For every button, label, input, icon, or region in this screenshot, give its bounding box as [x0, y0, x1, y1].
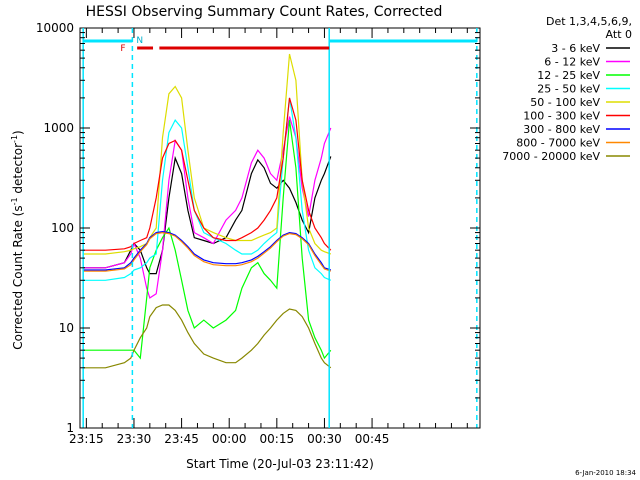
footer-date: 6-Jan-2010 18:34 [575, 469, 636, 477]
series-line-6 [83, 230, 331, 271]
series-line-7 [83, 231, 332, 272]
x-tick-label-5: 00:30 [307, 432, 342, 446]
legend-label-4: 50 - 100 keV [530, 96, 600, 109]
plot-frame [79, 27, 481, 429]
series-line-5 [83, 97, 332, 251]
legend-header-line2: Att 0 [606, 28, 632, 41]
series-line-3 [83, 97, 332, 281]
x-tick-label-0: 23:15 [69, 432, 104, 446]
x-tick-label-4: 00:15 [260, 432, 295, 446]
legend-label-7: 800 - 7000 keV [516, 137, 600, 150]
flare-marker-label: F [120, 44, 125, 54]
legend-label-8: 7000 - 20000 keV [502, 150, 600, 163]
x-tick-label-6: 00:45 [355, 432, 390, 446]
series-line-4 [83, 53, 332, 255]
y-axis-label-mid: detector [11, 143, 25, 198]
series-line-2 [83, 120, 332, 360]
y-tick-label-2: 100 [51, 221, 74, 235]
x-tick-label-2: 23:45 [164, 432, 199, 446]
y-axis-label-sup2: -1 [10, 135, 19, 143]
legend-label-6: 300 - 800 keV [523, 123, 600, 136]
y-axis-label: Corrected Count Rate (s-1 detector-1) [10, 130, 25, 349]
legend-label-3: 25 - 50 keV [537, 83, 600, 96]
y-tick-label-3: 1000 [43, 121, 74, 135]
y-tick-label-1: 10 [59, 321, 74, 335]
x-axis-ticks: 23:15 23:30 23:45 00:00 00:15 00:30 00:45 [69, 28, 468, 446]
y-tick-label-4: 10000 [36, 21, 74, 35]
legend-label-5: 100 - 300 keV [523, 110, 600, 123]
y-axis-label-end: ) [11, 130, 25, 135]
x-tick-label-3: 00:00 [212, 432, 247, 446]
legend-label-2: 12 - 25 keV [537, 69, 600, 82]
series-line-8 [83, 304, 332, 369]
svg-text:Corrected Count Rate (s-1 dete: Corrected Count Rate (s-1 detector-1) [10, 130, 25, 349]
series-line-1 [83, 116, 332, 299]
plot-area: FN [79, 27, 481, 429]
legend-label-1: 6 - 12 keV [544, 56, 600, 69]
x-tick-label-1: 23:30 [117, 432, 152, 446]
chart-title: HESSI Observing Summary Count Rates, Cor… [86, 4, 443, 20]
y-axis-ticks: 1 10 100 1000 10000 [36, 21, 480, 435]
series-line-0 [83, 155, 332, 275]
y-axis-label-sup1: -1 [10, 197, 19, 205]
night-marker-label: N [136, 36, 143, 46]
legend-label-0: 3 - 6 keV [551, 42, 600, 55]
x-axis-label: Start Time (20-Jul-03 23:11:42) [186, 457, 374, 471]
legend-header-line1: Det 1,3,4,5,6,9, [546, 15, 632, 28]
y-axis-label-main: Corrected Count Rate (s [11, 205, 25, 349]
y-tick-label-0: 1 [66, 421, 74, 435]
